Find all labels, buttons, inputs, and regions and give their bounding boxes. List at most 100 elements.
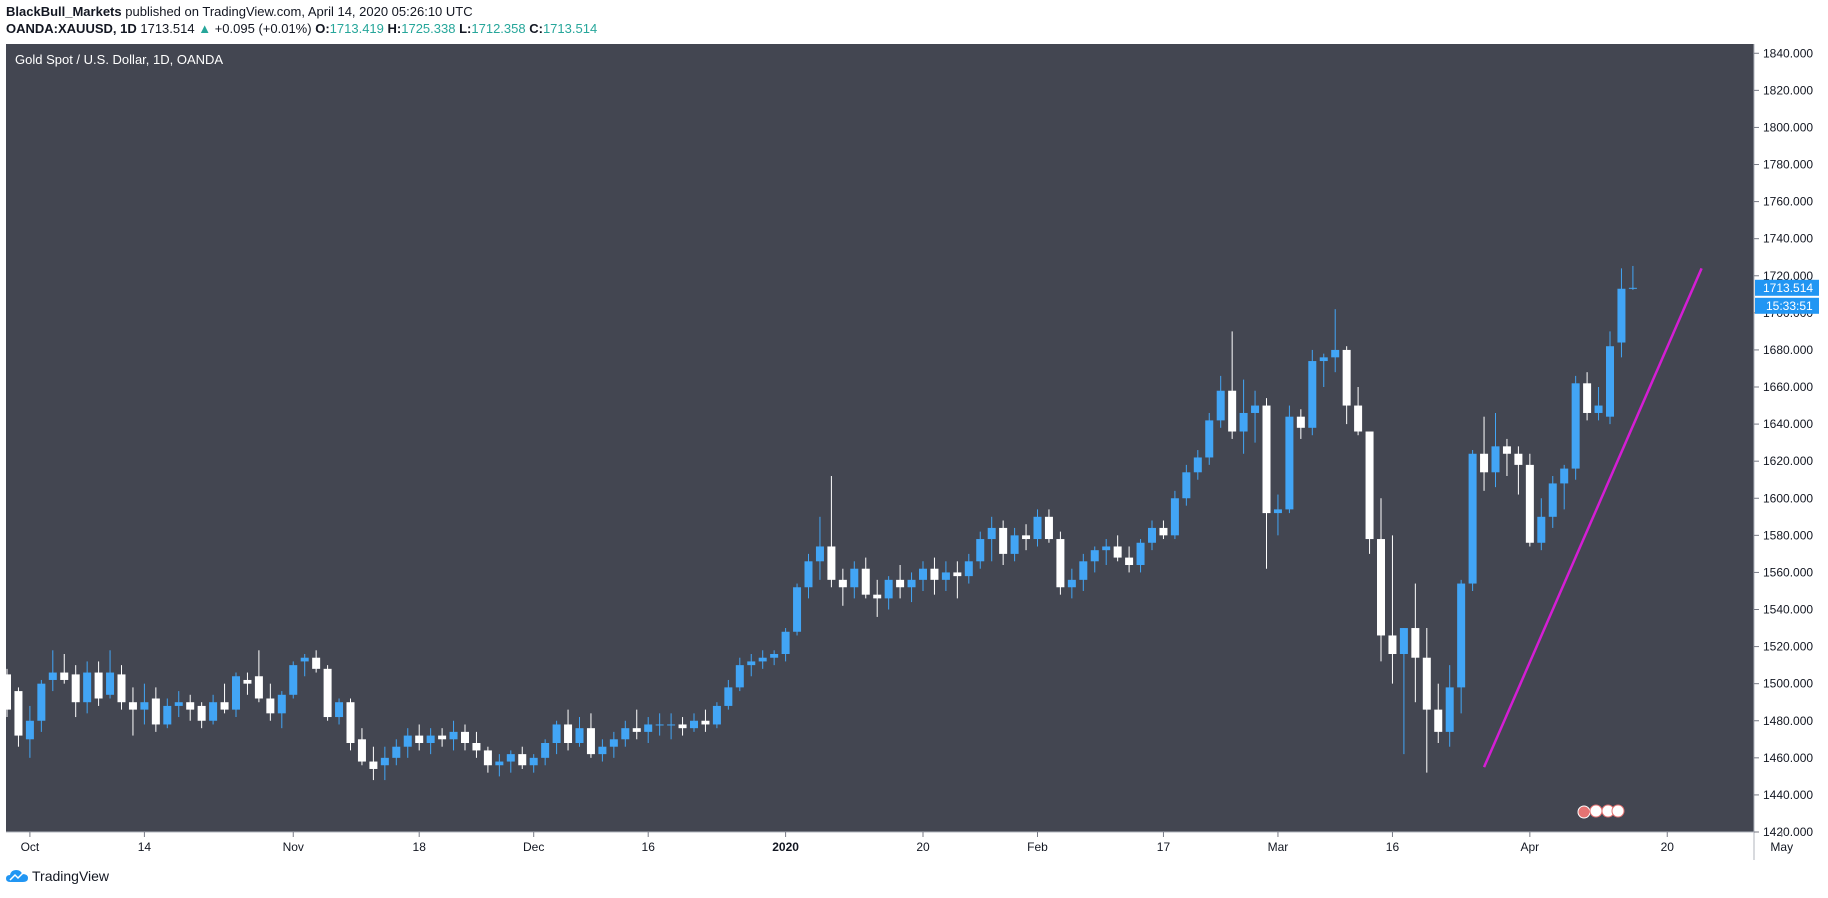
candle-body [518,754,527,766]
candle-body [1033,516,1042,540]
candle-body [1182,472,1191,499]
candle-body [449,731,458,740]
tradingview-logo[interactable]: TradingView [6,868,109,884]
candle-body [1491,446,1500,473]
candle-body [575,728,584,744]
candle-body [1170,498,1179,536]
candle-body [1388,635,1397,655]
candle-body [289,665,298,695]
candle-body [506,754,515,762]
candle-body [1319,357,1328,362]
x-tick-label: Apr [1521,840,1540,854]
published-text: published on TradingView.com, April 14, … [125,4,473,19]
candle-body [838,579,847,588]
candle-body [94,672,103,699]
candle-body [1056,539,1065,588]
candle-body [781,631,790,655]
y-tick-label: 1820.000 [1763,83,1813,97]
candle-body [1285,416,1294,510]
candle-body [644,724,653,732]
candle-body [1365,431,1374,540]
candle-body [106,672,115,695]
candle-body [403,735,412,747]
candle-body [564,724,573,744]
candle-body [266,698,275,714]
y-tick-label: 1640.000 [1763,417,1813,431]
candle-body [415,735,424,744]
event-markers[interactable] [1577,804,1625,819]
y-tick-label: 1600.000 [1763,491,1813,505]
price-axis[interactable] [1754,44,1828,832]
candle-body [1468,453,1477,584]
candle-body [37,683,46,721]
candle-body [1399,628,1408,655]
y-tick-label: 1620.000 [1763,454,1813,468]
y-tick-label: 1740.000 [1763,232,1813,246]
candle-body [71,674,80,703]
candle-body [472,743,481,751]
candle-body [598,746,607,755]
low-label: L: [459,21,472,36]
candle-body [1594,405,1603,413]
candle-body [896,579,905,588]
candle-body [1331,349,1340,358]
candle-body [953,572,962,577]
candle-body [678,724,687,729]
candle-body [14,691,23,736]
candle-body [1502,446,1511,454]
candle-body [667,724,676,726]
candle-body [48,672,57,680]
x-tick-label: Feb [1027,840,1048,854]
candle-body [243,679,252,684]
candle-body [1102,546,1111,551]
candle-body [1216,390,1225,421]
candle-body [770,654,779,658]
y-tick-label: 1540.000 [1763,603,1813,617]
trendline[interactable] [1482,267,1703,768]
plot-area[interactable] [6,44,1754,832]
candle-body [438,735,447,740]
candle-body [128,702,137,710]
y-axis-ticks: 1420.000 1440.000 1460.000 1480.000 1500.000… [1754,46,1813,839]
candle-body [140,702,149,710]
y-tick-label: 1520.000 [1763,640,1813,654]
x-tick-label: 18 [413,840,427,854]
countdown-label: 15:33:51 [1766,299,1813,313]
candle-body [1525,464,1534,543]
candle-body [1617,288,1626,343]
candle-body [1205,420,1214,458]
candle-body [1377,539,1385,636]
candle-body [1411,628,1420,658]
open-value: 1713.419 [329,21,384,36]
candle-body [1537,516,1546,543]
time-axis[interactable] [6,832,1754,860]
candle-body [1606,346,1614,417]
high-value: 1725.338 [401,21,456,36]
candle-body [380,757,389,766]
candle-body [827,546,836,580]
candle-body [232,676,240,710]
y-tick-label: 1500.000 [1763,677,1813,691]
candle-body [1079,561,1088,580]
candle-body [919,568,927,580]
candle-body [426,735,435,744]
candle-body [621,728,630,740]
candle-body [1262,405,1271,514]
candle-body [1514,453,1523,465]
candle-body [804,561,813,588]
candle-body [586,728,595,755]
candle-body [300,657,309,662]
y-tick-label: 1680.000 [1763,343,1813,357]
candle-body [1342,349,1351,406]
candle-body [690,720,698,729]
candle-body [850,568,859,588]
candle-body [1457,583,1466,688]
y-tick-label: 1720.000 [1763,269,1813,283]
candle-body [1480,453,1489,473]
candle-body [1090,550,1099,562]
last-price: 1713.514 [140,21,195,36]
publisher-name[interactable]: BlackBull_Markets [6,4,122,19]
candle-body [1251,405,1260,413]
candle-body [701,720,710,725]
